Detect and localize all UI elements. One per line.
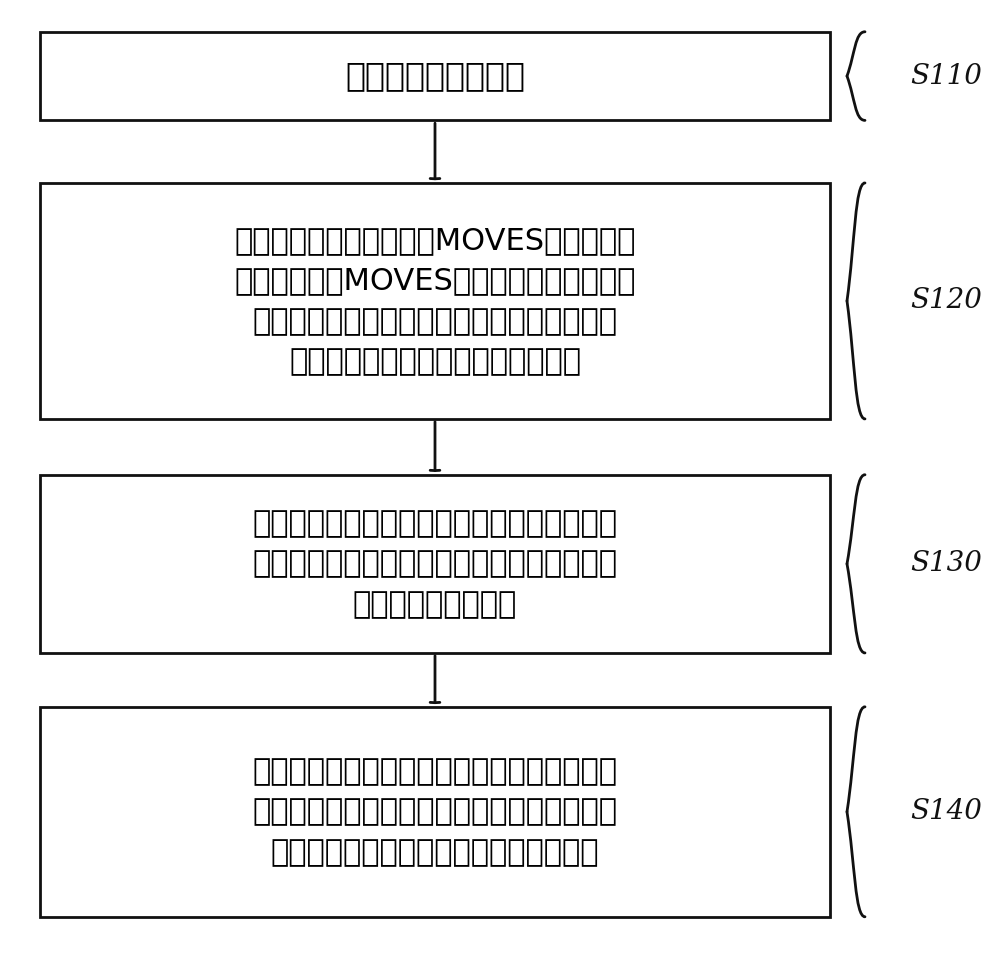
Text: 获取本地基础数据集: 获取本地基础数据集: [345, 60, 525, 92]
FancyBboxPatch shape: [40, 475, 830, 653]
Text: S110: S110: [910, 63, 982, 90]
FancyBboxPatch shape: [40, 32, 830, 120]
Text: 根据本地基础数据集，对MOVES模型进行本
地化处理，对MOVES模型内的基础排放因子
进行修正，得到修正后的机动车排放因子，从
而建立多维度机动车排放因子数据: 根据本地基础数据集，对MOVES模型进行本 地化处理，对MOVES模型内的基础排…: [234, 225, 636, 377]
Text: S130: S130: [910, 550, 982, 578]
FancyBboxPatch shape: [40, 707, 830, 917]
Text: S120: S120: [910, 287, 982, 315]
Text: 根据多维度机动车排放因子数据库、交通信息
数据库、以及气象数据，利用多维度机动车排
放测算方法，实时进行机动车排放量测算: 根据多维度机动车排放因子数据库、交通信息 数据库、以及气象数据，利用多维度机动车…: [252, 757, 618, 867]
FancyBboxPatch shape: [40, 183, 830, 419]
Text: 获取不同地理区域不同时段的活动水平数据，
从而得到交通信息数据库，获取不同地理区域
不同时段的气象数据: 获取不同地理区域不同时段的活动水平数据， 从而得到交通信息数据库，获取不同地理区…: [252, 508, 618, 619]
Text: S140: S140: [910, 798, 982, 825]
